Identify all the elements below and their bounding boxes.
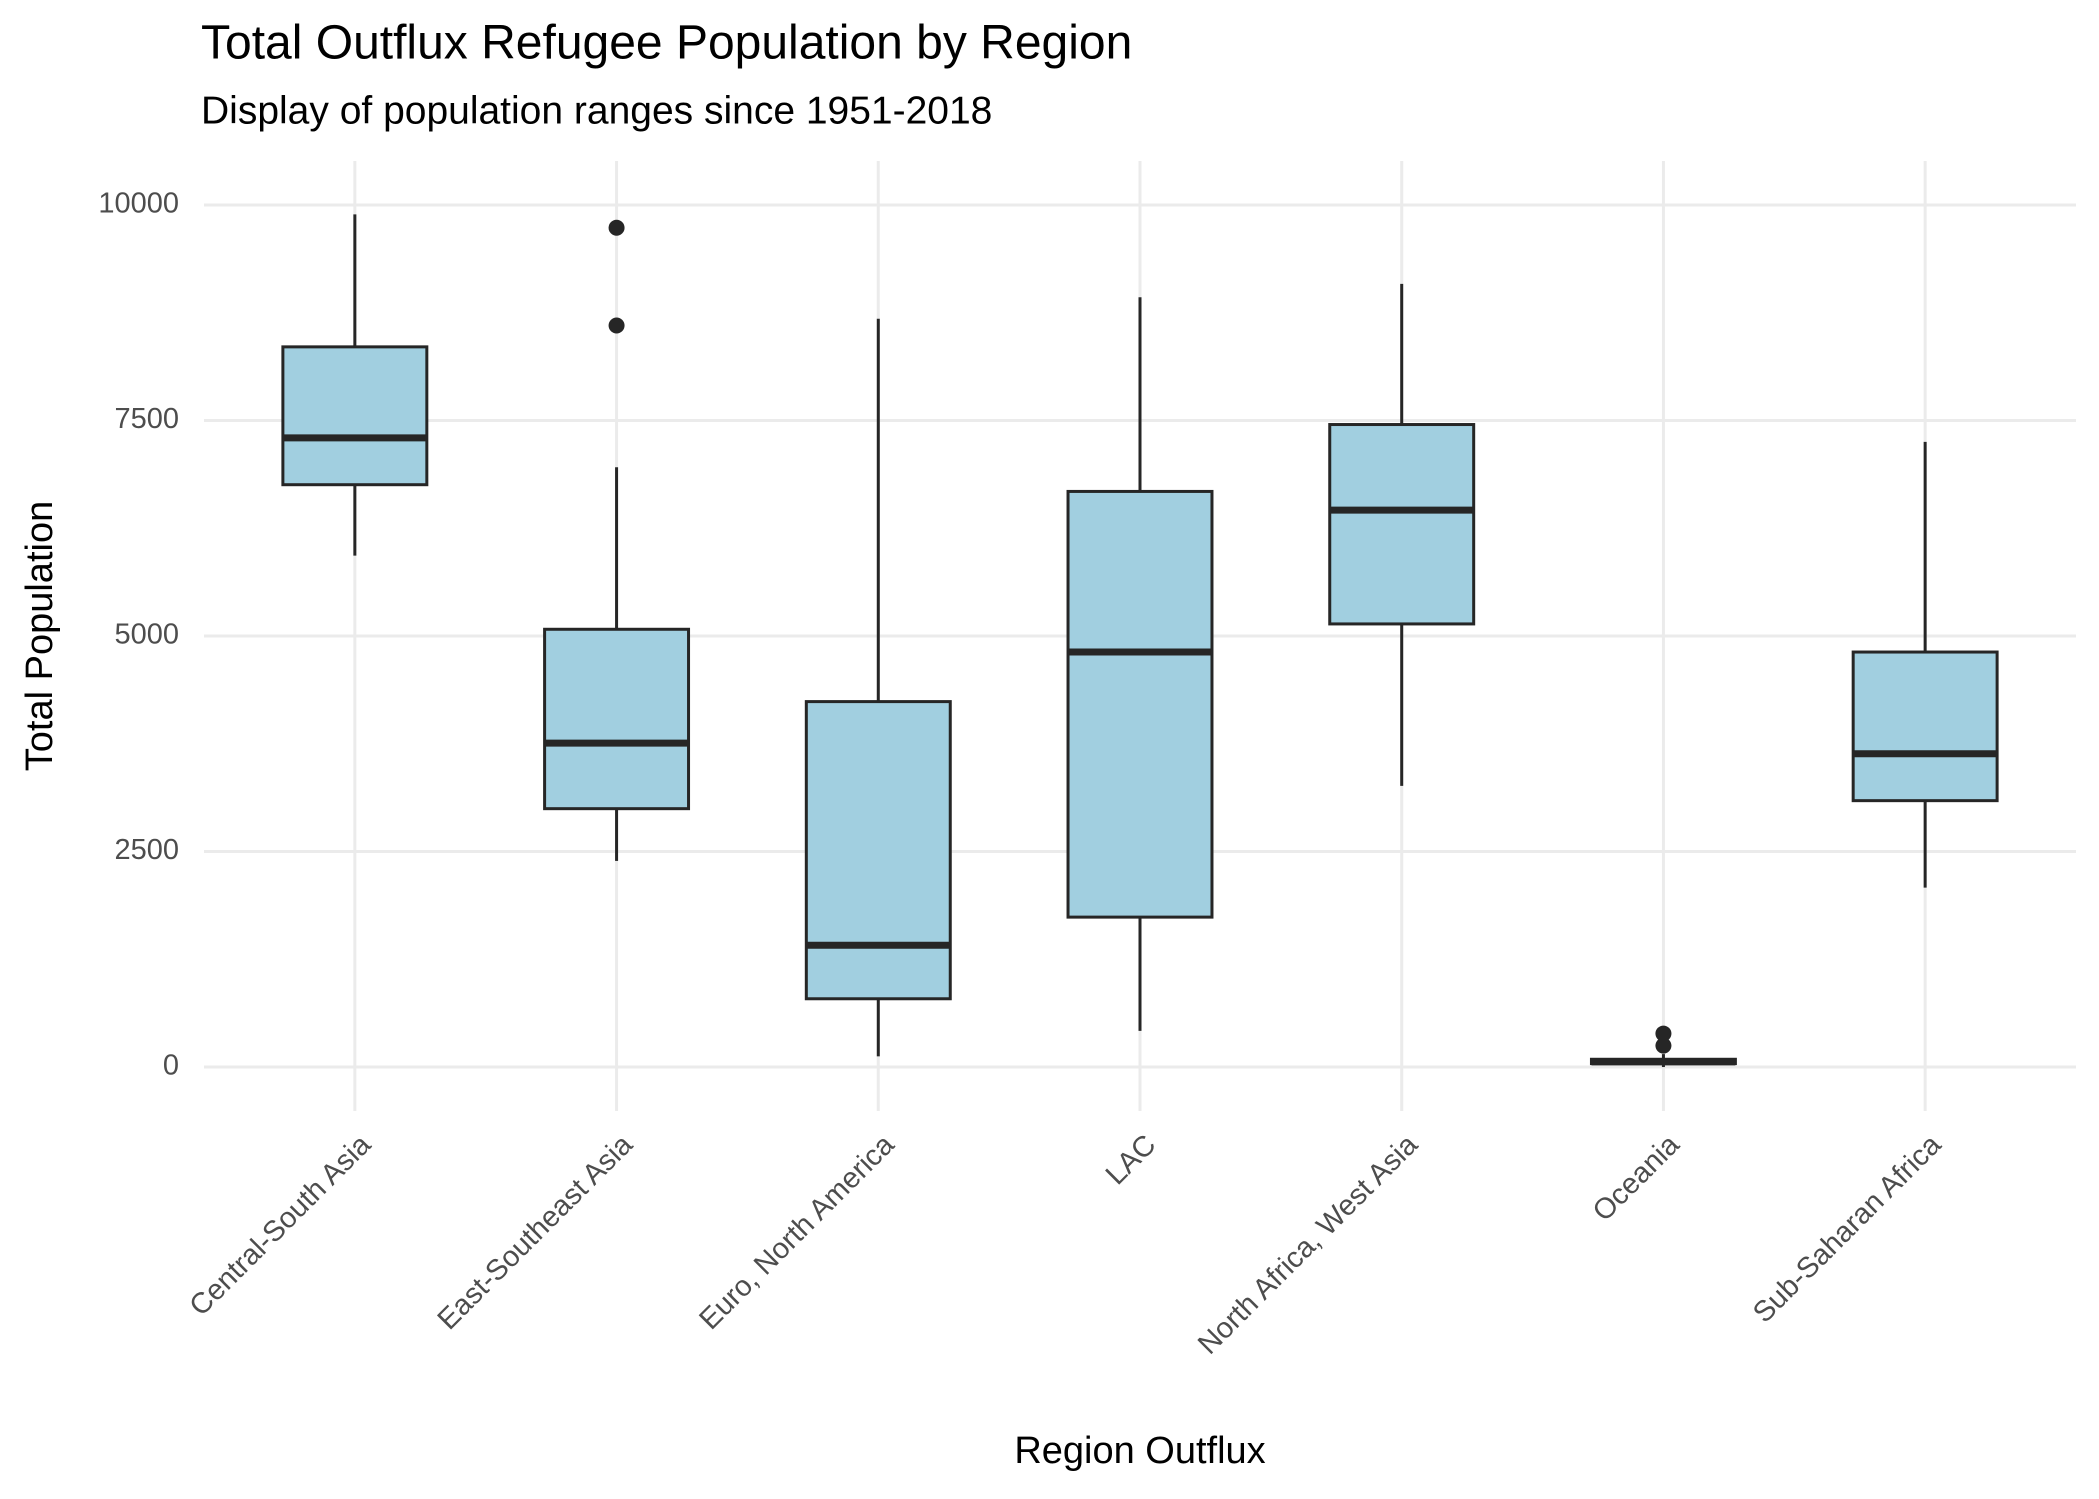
y-tick-label: 5000 — [114, 619, 179, 651]
box — [804, 700, 952, 1001]
x-tick-label: Oceania — [1587, 1128, 1687, 1228]
x-tick-label: East-Southeast Asia — [432, 1128, 640, 1336]
x-tick-label: Central-South Asia — [184, 1128, 378, 1322]
y-tick-label: 7500 — [114, 403, 179, 435]
outlier — [608, 317, 625, 334]
chart-subtitle: Display of population ranges since 1951-… — [201, 89, 992, 132]
y-tick-label: 2500 — [114, 834, 179, 866]
chart-title: Total Outflux Refugee Population by Regi… — [201, 17, 1132, 70]
x-tick-label: North Africa, West Asia — [1192, 1128, 1425, 1361]
outlier — [1655, 1037, 1672, 1054]
box — [281, 345, 429, 487]
x-tick-label: Sub-Saharan Africa — [1747, 1128, 1948, 1329]
y-tick-label: 0 — [163, 1050, 179, 1082]
y-tick-label: 10000 — [98, 188, 179, 220]
x-tick-label: LAC — [1100, 1129, 1163, 1192]
y-axis-title: Total Population — [19, 501, 61, 771]
x-axis-title: Region Outflux — [1014, 1430, 1265, 1472]
box — [1328, 423, 1476, 626]
outlier — [608, 219, 625, 236]
box — [1851, 650, 1999, 803]
box — [1066, 489, 1214, 919]
outlier — [1655, 1025, 1672, 1042]
box — [543, 627, 691, 811]
x-tick-label: Euro, North America — [693, 1128, 901, 1336]
